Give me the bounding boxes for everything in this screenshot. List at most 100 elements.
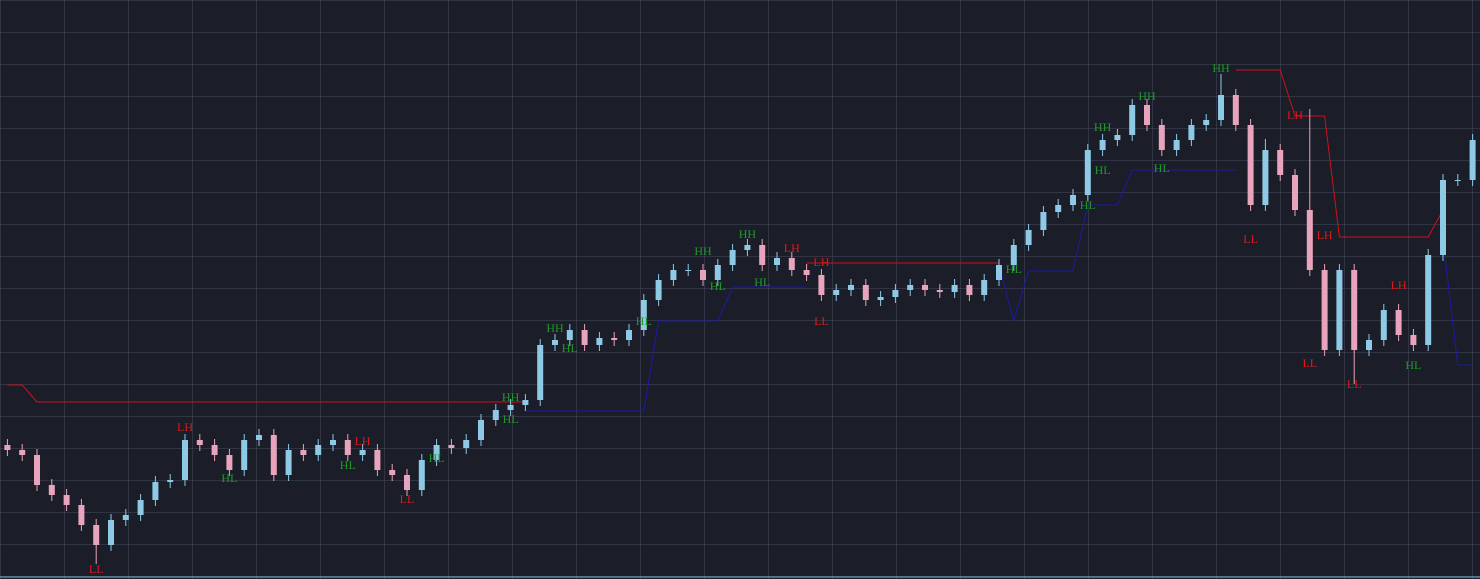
candle-body xyxy=(862,285,869,300)
candle-body xyxy=(182,440,188,480)
candle-body xyxy=(1292,175,1298,210)
candle-body xyxy=(1188,125,1195,140)
candle-body xyxy=(196,440,203,445)
candle-body xyxy=(892,290,899,297)
candle-body xyxy=(359,450,366,455)
candle-body xyxy=(1366,340,1372,350)
candle-body xyxy=(1010,245,1017,265)
swing-label: HH xyxy=(739,227,757,241)
candle-body xyxy=(330,440,336,445)
candle-body xyxy=(700,270,706,280)
swing-label: HL xyxy=(221,471,237,485)
candle-body xyxy=(1440,180,1446,255)
candle-body xyxy=(981,280,988,295)
candle-body xyxy=(996,265,1002,280)
swing-label: LH xyxy=(1391,278,1407,292)
candle-body xyxy=(507,405,514,410)
candle-body xyxy=(1070,195,1076,205)
candle-body xyxy=(788,258,795,270)
candle-body xyxy=(1262,150,1269,205)
candle-body xyxy=(1218,95,1224,120)
candle-body xyxy=(492,410,499,420)
swing-label: HL xyxy=(710,279,726,293)
swing-label: LH xyxy=(813,255,829,269)
candle-body xyxy=(48,485,55,495)
candle-body xyxy=(1025,230,1032,245)
candle-body xyxy=(152,482,159,500)
level-line xyxy=(7,69,1444,403)
swing-label: HH xyxy=(1138,89,1156,103)
candle-body xyxy=(1395,310,1402,335)
candle-body xyxy=(626,330,632,340)
candle-body xyxy=(611,338,618,340)
swing-label: LL xyxy=(814,314,829,328)
candle-body xyxy=(1454,180,1461,181)
candle-body xyxy=(966,285,973,295)
candle-body xyxy=(685,270,692,271)
candle-body xyxy=(241,440,248,470)
swing-label: LH xyxy=(784,241,800,255)
candle-body xyxy=(256,435,262,440)
candle-body xyxy=(344,440,351,455)
candle-body xyxy=(211,445,218,455)
candle-body xyxy=(907,285,914,290)
candle-body xyxy=(596,338,603,345)
candle-body xyxy=(122,515,129,520)
candle-body xyxy=(63,495,70,505)
swing-label: LL xyxy=(400,492,415,506)
swing-label: HL xyxy=(340,458,356,472)
candle-body xyxy=(655,280,662,300)
candle-body xyxy=(374,450,381,470)
candle-body xyxy=(285,450,292,475)
swing-label: LL xyxy=(1243,232,1258,246)
candle-body xyxy=(744,245,751,250)
candle-body xyxy=(1055,205,1062,212)
candle-body xyxy=(1158,125,1165,150)
candle-body xyxy=(270,435,277,475)
candle-body xyxy=(1247,125,1254,205)
candle-body xyxy=(315,445,322,455)
candle-body xyxy=(774,258,780,265)
swing-label: HL xyxy=(636,314,652,328)
candle-body xyxy=(833,290,840,295)
candle-body xyxy=(448,445,455,448)
candle-body xyxy=(1321,270,1328,350)
candle-body xyxy=(803,270,810,275)
candle-body xyxy=(1336,270,1343,350)
candle-body xyxy=(226,455,233,470)
candle-body xyxy=(1469,140,1476,180)
candle-body xyxy=(552,340,558,345)
candle-body xyxy=(19,450,26,455)
candle-body xyxy=(877,297,884,300)
candle-body xyxy=(818,275,825,295)
candle-body xyxy=(714,265,721,280)
candle-body xyxy=(1099,140,1106,150)
candle-body xyxy=(848,285,854,290)
candle-body xyxy=(922,285,928,290)
candle-body xyxy=(433,445,440,460)
candle-body xyxy=(1129,105,1136,135)
candle-body xyxy=(108,520,114,545)
level-line xyxy=(525,169,1473,412)
swing-label: LH xyxy=(1287,108,1303,122)
swing-label: HL xyxy=(1154,161,1170,175)
candle-body xyxy=(1084,150,1091,195)
swing-label: LL xyxy=(1302,356,1317,370)
candle-body xyxy=(78,505,85,525)
swing-label: HH xyxy=(546,321,564,335)
swing-label: HL xyxy=(503,412,519,426)
candle-body xyxy=(1410,335,1417,345)
candle-body xyxy=(1351,270,1358,350)
candle-body xyxy=(1173,140,1180,150)
swing-label: HH xyxy=(502,390,520,404)
swing-label: LH xyxy=(177,420,193,434)
candle-body xyxy=(936,290,943,292)
swing-label: HH xyxy=(1094,120,1112,134)
swing-label: HL xyxy=(1006,262,1022,276)
candle-body xyxy=(537,345,544,400)
candle-body xyxy=(1425,255,1432,345)
candle-body xyxy=(478,420,484,440)
candle-body xyxy=(670,270,677,280)
candle-body xyxy=(418,460,425,490)
